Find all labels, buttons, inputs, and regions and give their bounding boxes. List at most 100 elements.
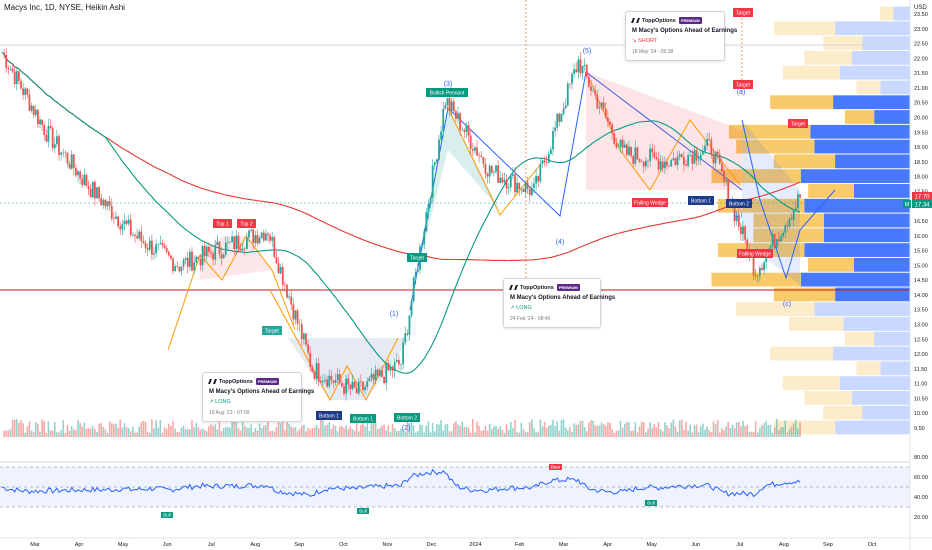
candle[interactable] (587, 76, 590, 87)
candle[interactable] (526, 182, 529, 189)
candle[interactable] (421, 244, 424, 247)
candle[interactable] (397, 359, 400, 365)
candle[interactable] (182, 259, 185, 267)
candle[interactable] (91, 181, 94, 198)
candle[interactable] (676, 156, 679, 165)
candle[interactable] (579, 59, 582, 74)
candle[interactable] (119, 226, 122, 230)
candle[interactable] (539, 163, 542, 182)
candle[interactable] (549, 149, 552, 155)
candle[interactable] (68, 163, 71, 169)
candle[interactable] (647, 160, 649, 162)
candle[interactable] (638, 159, 641, 162)
candle[interactable] (790, 218, 793, 220)
candle[interactable] (41, 119, 44, 125)
candle[interactable] (674, 158, 677, 165)
candle[interactable] (317, 363, 320, 381)
candle[interactable] (554, 127, 557, 132)
candle[interactable] (708, 138, 711, 141)
candle[interactable] (347, 378, 350, 385)
candle[interactable] (465, 125, 468, 132)
candle[interactable] (218, 241, 221, 255)
candle[interactable] (115, 216, 117, 219)
candle[interactable] (343, 386, 345, 394)
candle[interactable] (619, 139, 622, 147)
candle[interactable] (32, 105, 35, 115)
candle[interactable] (560, 113, 563, 122)
candle[interactable] (231, 236, 234, 242)
candle[interactable] (404, 333, 407, 343)
candle[interactable] (180, 266, 183, 272)
candle[interactable] (332, 380, 335, 383)
candle[interactable] (353, 381, 356, 388)
candle[interactable] (663, 161, 666, 169)
candle[interactable] (644, 160, 647, 167)
candle[interactable] (659, 161, 662, 170)
candle[interactable] (653, 152, 656, 157)
candle[interactable] (150, 240, 153, 255)
candle[interactable] (547, 154, 550, 163)
candle[interactable] (503, 179, 506, 183)
candle[interactable] (321, 380, 324, 383)
candle[interactable] (188, 251, 191, 267)
candle[interactable] (89, 188, 92, 198)
candle[interactable] (756, 275, 759, 277)
candle[interactable] (161, 242, 164, 246)
candle[interactable] (15, 71, 18, 84)
candle[interactable] (720, 163, 723, 172)
candle[interactable] (134, 234, 136, 236)
candle[interactable] (505, 179, 508, 189)
candle[interactable] (704, 145, 706, 152)
candle[interactable] (682, 157, 685, 165)
candle[interactable] (592, 90, 595, 92)
candle[interactable] (518, 182, 521, 190)
candle[interactable] (695, 150, 698, 161)
candle[interactable] (558, 113, 561, 122)
candle[interactable] (148, 240, 151, 250)
candle[interactable] (330, 375, 333, 381)
candle[interactable] (275, 257, 278, 264)
candle[interactable] (87, 186, 90, 189)
candle[interactable] (784, 225, 787, 233)
candle[interactable] (691, 154, 694, 164)
candle[interactable] (649, 148, 652, 162)
candle[interactable] (142, 241, 145, 243)
candle[interactable] (685, 164, 687, 166)
candle[interactable] (138, 231, 141, 239)
candle[interactable] (197, 256, 200, 259)
candle[interactable] (62, 152, 65, 154)
candle[interactable] (258, 237, 261, 244)
candle[interactable] (661, 161, 664, 169)
candle[interactable] (423, 231, 426, 245)
candle[interactable] (260, 232, 263, 238)
candle[interactable] (788, 218, 791, 227)
candle[interactable] (562, 108, 565, 114)
candle[interactable] (357, 381, 360, 394)
candle[interactable] (450, 101, 453, 111)
candle[interactable] (136, 235, 139, 239)
candle[interactable] (163, 245, 166, 249)
candle[interactable] (169, 255, 172, 259)
candle[interactable] (376, 369, 379, 376)
candle[interactable] (670, 159, 673, 167)
candle[interactable] (283, 284, 286, 286)
candle[interactable] (11, 68, 14, 72)
candle[interactable] (499, 177, 502, 183)
candle[interactable] (362, 381, 364, 391)
candle[interactable] (288, 296, 291, 298)
candle[interactable] (302, 333, 305, 340)
candle[interactable] (564, 105, 567, 109)
candle[interactable] (340, 382, 343, 387)
candle[interactable] (435, 159, 438, 163)
candle[interactable] (108, 201, 111, 206)
candle[interactable] (129, 219, 132, 235)
candle[interactable] (655, 156, 658, 159)
candle[interactable] (324, 379, 326, 381)
candle[interactable] (131, 234, 134, 236)
candle[interactable] (433, 162, 436, 166)
candle[interactable] (524, 182, 527, 193)
candle[interactable] (165, 248, 168, 252)
candle[interactable] (51, 127, 54, 149)
candle[interactable] (556, 113, 559, 128)
candle[interactable] (739, 226, 742, 235)
